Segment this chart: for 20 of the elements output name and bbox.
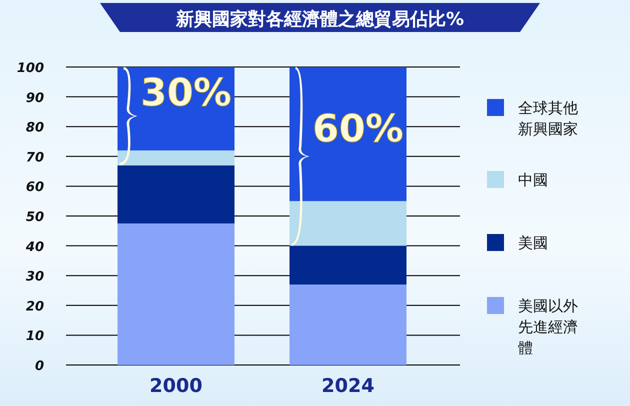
y-tick-label: 40 — [24, 240, 44, 255]
y-tick-label: 80 — [26, 120, 44, 136]
y-tick-label: 90 — [26, 90, 44, 106]
chart-title: 新興國家對各經濟體之總貿易佔比% — [174, 9, 464, 30]
x-tick-label: 2000 — [150, 375, 202, 397]
legend-label: 美國以外先進經濟體 — [518, 297, 578, 357]
y-tick-label: 60 — [26, 180, 44, 196]
annotation: 60% — [312, 106, 404, 150]
x-tick-label: 2024 — [322, 375, 374, 397]
legend-label: 美國 — [518, 234, 548, 252]
y-tick-label: 100 — [16, 61, 44, 76]
y-tick-label: 70 — [26, 150, 44, 166]
legend-label: 中國 — [518, 171, 548, 189]
y-tick-label: 10 — [26, 329, 44, 344]
y-tick-label: 0 — [34, 359, 44, 374]
annotation: 30% — [140, 70, 232, 114]
y-tick-label: 30 — [26, 270, 44, 285]
y-tick-label: 50 — [26, 210, 44, 225]
y-tick-label: 20 — [26, 299, 44, 314]
legend-label: 全球其他新興國家 — [518, 99, 578, 138]
